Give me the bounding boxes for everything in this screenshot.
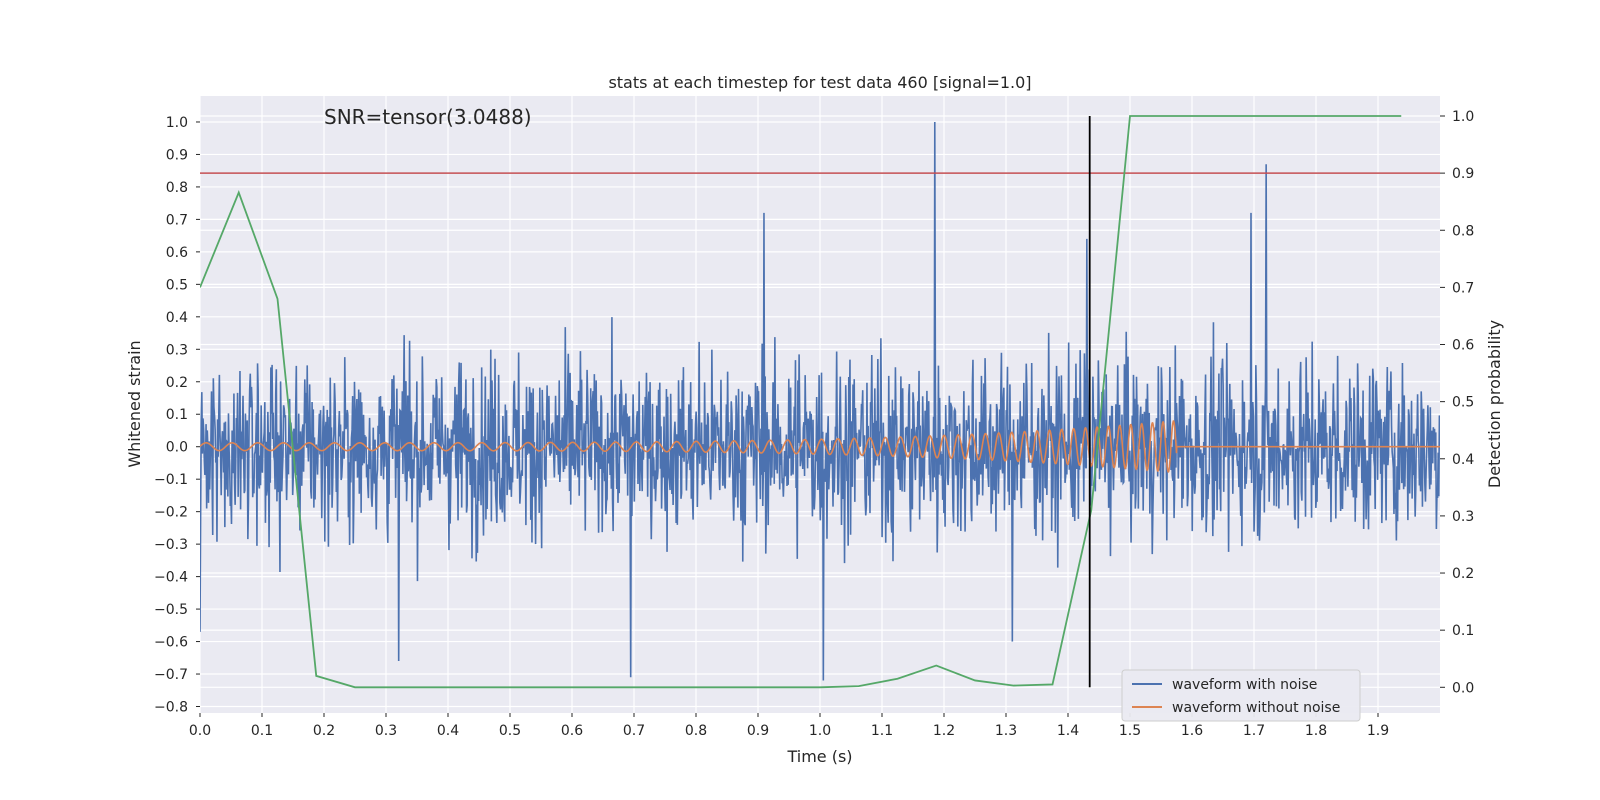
traces — [200, 115, 1440, 689]
y-tick-label: 0.6 — [166, 245, 188, 261]
x-tick-label: 0.7 — [623, 723, 645, 739]
y-tick-label: −0.7 — [154, 667, 188, 683]
y2-tick-label: 0.1 — [1452, 623, 1474, 639]
x-tick-label: 0.5 — [499, 723, 521, 739]
x-tick-label: 0.3 — [375, 723, 397, 739]
x-tick-label: 0.4 — [437, 723, 459, 739]
y-tick-label: −0.3 — [154, 537, 188, 553]
y-tick-label: −0.4 — [154, 570, 188, 586]
chart-title: stats at each timestep for test data 460… — [608, 73, 1031, 92]
y-tick-label: −0.2 — [154, 505, 188, 521]
y-tick-label: 0.7 — [166, 212, 188, 228]
x-tick-label: 1.1 — [871, 723, 893, 739]
y2-tick-label: 1.0 — [1452, 109, 1474, 125]
y-tick-label: 0.8 — [166, 180, 188, 196]
y2-tick-label: 0.5 — [1452, 395, 1474, 411]
x-tick-label: 1.5 — [1119, 723, 1141, 739]
y2-tick-label: 0.8 — [1452, 223, 1474, 239]
y-tick-label: 0.2 — [166, 375, 188, 391]
series-detection-probability — [200, 115, 1402, 689]
legend-label-without-noise: waveform without noise — [1172, 700, 1340, 716]
x-axis-label: Time (s) — [786, 747, 852, 766]
x-tick-label: 0.2 — [313, 723, 335, 739]
x-axis-ticks: 0.0 0.1 0.2 0.3 0.4 0.5 0.6 0.7 0.8 0.9 1.0 1.1 1.2 1… — [189, 713, 1389, 739]
x-tick-label: 1.8 — [1305, 723, 1327, 739]
y-tick-label: 0.1 — [166, 407, 188, 423]
y2-tick-label: 0.4 — [1452, 452, 1474, 468]
y-tick-label: 0.0 — [166, 440, 188, 456]
y-tick-label: 0.4 — [166, 310, 188, 326]
series-waveform-with-noise — [200, 121, 1440, 681]
x-tick-label: 0.6 — [561, 723, 583, 739]
y2-tick-label: 0.3 — [1452, 509, 1474, 525]
x-tick-label: 1.7 — [1243, 723, 1265, 739]
legend-label-with-noise: waveform with noise — [1172, 677, 1317, 693]
y-tick-label: −0.8 — [154, 700, 188, 716]
y2-tick-label: 0.0 — [1452, 680, 1474, 696]
y-axis-ticks: −0.8 −0.7 −0.6 −0.5 −0.4 −0.3 −0.2 −0.1 0.0 0.1 0.… — [154, 115, 200, 716]
x-tick-label: 1.3 — [995, 723, 1017, 739]
y-tick-label: 1.0 — [166, 115, 188, 131]
y-tick-label: −0.1 — [154, 472, 188, 488]
y-tick-label: 0.9 — [166, 147, 188, 163]
y-tick-label: 0.3 — [166, 342, 188, 358]
legend-box — [1121, 669, 1361, 722]
x-tick-label: 0.0 — [189, 723, 211, 739]
snr-annotation: SNR=tensor(3.0488) — [324, 105, 532, 129]
x-tick-label: 1.4 — [1057, 723, 1079, 739]
x-tick-label: 1.0 — [809, 723, 831, 739]
y2-axis-ticks: 0.0 0.1 0.2 0.3 0.4 0.5 0.6 0.7 0.8 0.9 1.0 — [1440, 109, 1474, 696]
x-tick-label: 0.9 — [747, 723, 769, 739]
y-tick-label: −0.6 — [154, 635, 188, 651]
x-tick-label: 1.9 — [1367, 723, 1389, 739]
y2-tick-label: 0.7 — [1452, 280, 1474, 296]
x-tick-label: 0.8 — [685, 723, 707, 739]
y-axis-label: Whitened strain — [125, 340, 144, 467]
series-waveform-without-noise — [200, 419, 1440, 473]
y-tick-label: −0.5 — [154, 602, 188, 618]
y2-tick-label: 0.6 — [1452, 338, 1474, 354]
x-tick-label: 1.6 — [1181, 723, 1203, 739]
y2-tick-label: 0.9 — [1452, 166, 1474, 182]
y2-axis-label: Detection probability — [1485, 320, 1504, 488]
legend: waveform with noise waveform without noi… — [1121, 669, 1361, 722]
x-tick-label: 0.1 — [251, 723, 273, 739]
x-tick-label: 1.2 — [933, 723, 955, 739]
y2-tick-label: 0.2 — [1452, 566, 1474, 582]
y-tick-label: 0.5 — [166, 277, 188, 293]
